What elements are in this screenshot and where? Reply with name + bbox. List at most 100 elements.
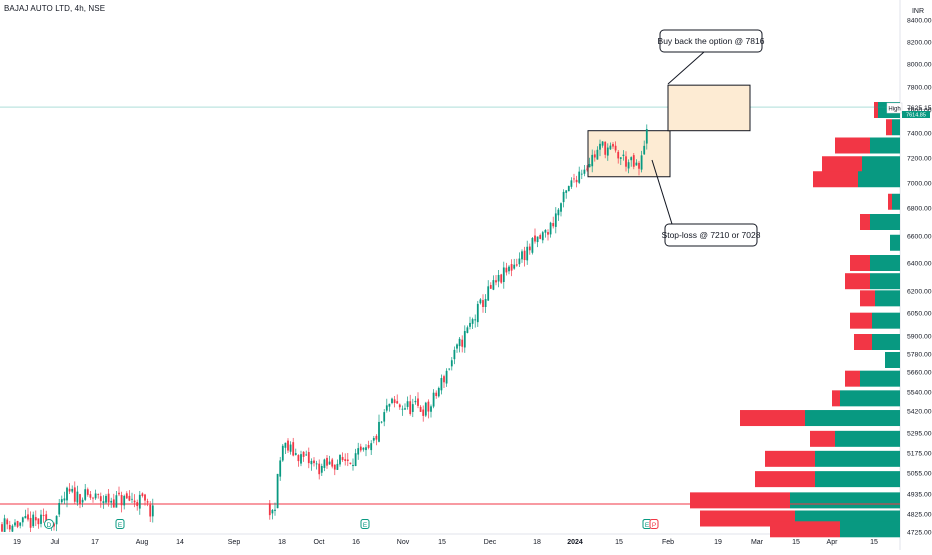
candle-body[interactable]: [320, 465, 323, 473]
candle-body[interactable]: [307, 452, 310, 464]
candle-body[interactable]: [92, 497, 94, 499]
candle-body[interactable]: [326, 457, 328, 466]
candle-body[interactable]: [29, 517, 32, 528]
candle-body[interactable]: [518, 258, 521, 265]
candle-body[interactable]: [565, 190, 568, 193]
candle-body[interactable]: [638, 162, 640, 169]
candle-body[interactable]: [11, 525, 14, 532]
candle-body[interactable]: [318, 463, 321, 475]
candle-body[interactable]: [352, 464, 354, 467]
candle-body[interactable]: [627, 162, 630, 169]
candle-body[interactable]: [370, 443, 373, 451]
candle-body[interactable]: [432, 392, 435, 407]
candle-body[interactable]: [476, 303, 479, 323]
candle-body[interactable]: [16, 520, 19, 527]
candle-body[interactable]: [58, 502, 61, 515]
candle-body[interactable]: [271, 509, 274, 514]
candle-body[interactable]: [144, 494, 146, 501]
candle-body[interactable]: [544, 229, 547, 233]
candle-body[interactable]: [401, 408, 404, 410]
candle-body[interactable]: [305, 454, 308, 456]
candle-body[interactable]: [484, 298, 487, 307]
candle-body[interactable]: [323, 459, 326, 468]
candle-body[interactable]: [84, 489, 87, 500]
candle-body[interactable]: [640, 155, 643, 170]
candle-body[interactable]: [619, 157, 622, 159]
candle-body[interactable]: [528, 246, 531, 251]
candle-body[interactable]: [357, 448, 360, 455]
candle-body[interactable]: [287, 440, 289, 451]
candle-body[interactable]: [32, 514, 35, 527]
candle-body[interactable]: [505, 267, 508, 273]
candle-body[interactable]: [146, 501, 149, 503]
candle-body[interactable]: [596, 149, 599, 160]
candle-body[interactable]: [73, 487, 76, 502]
candle-body[interactable]: [523, 250, 526, 261]
candle-body[interactable]: [125, 493, 128, 499]
candle-body[interactable]: [562, 191, 565, 203]
candle-body[interactable]: [554, 213, 557, 227]
candle-body[interactable]: [310, 460, 313, 465]
candle-body[interactable]: [599, 143, 601, 150]
candle-body[interactable]: [19, 522, 22, 526]
candle-body[interactable]: [297, 455, 300, 462]
candle-body[interactable]: [274, 509, 276, 511]
candle-body[interactable]: [508, 266, 510, 272]
candle-body[interactable]: [1, 524, 3, 532]
candle-body[interactable]: [643, 145, 646, 155]
candle-body[interactable]: [588, 163, 591, 168]
candle-body[interactable]: [268, 503, 271, 516]
candle-body[interactable]: [502, 267, 505, 282]
candle-body[interactable]: [440, 378, 443, 391]
candle-body[interactable]: [53, 523, 55, 527]
candle-body[interactable]: [570, 180, 573, 187]
candle-body[interactable]: [466, 327, 469, 333]
candle-body[interactable]: [300, 454, 302, 464]
candle-body[interactable]: [456, 344, 458, 349]
candle-body[interactable]: [393, 399, 396, 403]
time-axis[interactable]: 19 Jul 17 Aug 14 Sep 18 Oct 16 Nov 15 Dec 18 2024 15 Fe…: [13, 539, 878, 546]
candle-body[interactable]: [315, 463, 318, 465]
candle-body[interactable]: [385, 405, 388, 411]
candle-body[interactable]: [81, 499, 84, 503]
candle-body[interactable]: [359, 446, 362, 451]
candle-body[interactable]: [419, 406, 422, 412]
candle-body[interactable]: [614, 145, 617, 151]
candle-body[interactable]: [417, 398, 419, 406]
candle-body[interactable]: [578, 171, 581, 183]
candle-body[interactable]: [617, 151, 620, 159]
candle-body[interactable]: [487, 286, 490, 301]
candle-body[interactable]: [60, 499, 63, 503]
candle-body[interactable]: [541, 232, 544, 241]
candle-body[interactable]: [601, 141, 604, 146]
candle-body[interactable]: [471, 319, 474, 324]
candle-body[interactable]: [521, 251, 523, 260]
candle-body[interactable]: [45, 514, 48, 523]
candle-body[interactable]: [388, 403, 391, 407]
candle-body[interactable]: [284, 442, 287, 448]
candle-body[interactable]: [463, 331, 466, 348]
candle-body[interactable]: [591, 154, 594, 167]
candle-body[interactable]: [365, 447, 367, 451]
candle-body[interactable]: [609, 145, 612, 150]
candle-body[interactable]: [328, 461, 331, 465]
candle-body[interactable]: [453, 349, 456, 360]
candle-body[interactable]: [118, 492, 120, 495]
candle-body[interactable]: [99, 496, 102, 502]
price-axis[interactable]: 8400.008200.008000.007800.007600.007400.…: [907, 18, 932, 537]
candle-body[interactable]: [89, 494, 92, 498]
candle-body[interactable]: [151, 505, 154, 517]
candle-body[interactable]: [427, 401, 430, 412]
candle-body[interactable]: [567, 186, 570, 192]
candle-body[interactable]: [552, 223, 555, 227]
candle-body[interactable]: [513, 264, 516, 269]
candle-body[interactable]: [500, 274, 503, 283]
candle-body[interactable]: [27, 514, 29, 520]
candle-body[interactable]: [622, 154, 625, 156]
candle-body[interactable]: [333, 464, 336, 470]
candle-body[interactable]: [94, 493, 97, 499]
candle-body[interactable]: [630, 157, 633, 161]
candle-body[interactable]: [560, 203, 562, 212]
candle-body[interactable]: [346, 459, 349, 461]
